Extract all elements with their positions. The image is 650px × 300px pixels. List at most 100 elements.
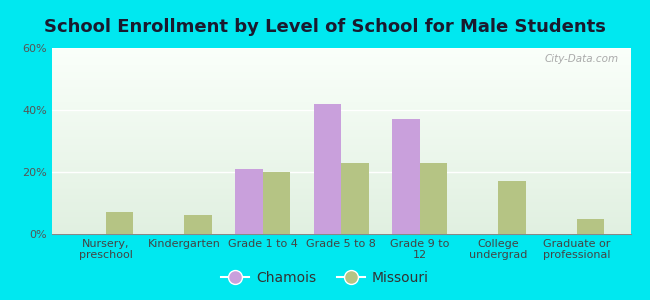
Bar <box>52 158 630 160</box>
Bar <box>52 80 630 82</box>
Bar <box>52 59 630 61</box>
Bar <box>52 188 630 189</box>
Bar <box>52 145 630 147</box>
Text: School Enrollment by Level of School for Male Students: School Enrollment by Level of School for… <box>44 18 606 36</box>
Bar <box>52 119 630 121</box>
Bar <box>52 130 630 132</box>
Bar <box>52 152 630 154</box>
Bar <box>52 191 630 193</box>
Bar <box>52 208 630 210</box>
Bar <box>420 163 447 234</box>
Bar <box>314 104 341 234</box>
Bar <box>52 111 630 113</box>
Bar <box>52 56 630 57</box>
Bar <box>52 126 630 128</box>
Bar <box>52 100 630 102</box>
Legend: Chamois, Missouri: Chamois, Missouri <box>216 265 434 290</box>
Bar <box>52 85 630 87</box>
Bar <box>52 189 630 191</box>
Bar <box>52 197 630 199</box>
Bar <box>52 171 630 172</box>
Bar <box>52 163 630 165</box>
Bar <box>52 169 630 171</box>
Bar <box>392 119 420 234</box>
Bar <box>52 70 630 72</box>
Bar <box>52 124 630 126</box>
Bar <box>52 74 630 76</box>
Bar <box>52 48 630 50</box>
Bar <box>52 226 630 228</box>
Bar <box>52 193 630 195</box>
Bar <box>52 180 630 182</box>
Bar <box>341 163 369 234</box>
Bar <box>52 186 630 188</box>
Bar <box>52 128 630 130</box>
Bar <box>52 200 630 202</box>
Bar <box>52 50 630 52</box>
Bar <box>52 176 630 178</box>
Bar <box>52 113 630 115</box>
Bar <box>52 214 630 215</box>
Bar <box>52 82 630 83</box>
Bar <box>52 143 630 145</box>
Bar <box>52 167 630 169</box>
Bar <box>52 68 630 70</box>
Bar <box>52 223 630 225</box>
Bar <box>52 172 630 175</box>
Bar <box>52 94 630 96</box>
Bar <box>52 202 630 204</box>
Bar <box>52 206 630 208</box>
Bar <box>52 154 630 156</box>
Bar <box>52 106 630 107</box>
Bar <box>52 141 630 143</box>
Bar <box>52 182 630 184</box>
Bar <box>235 169 263 234</box>
Bar <box>184 215 212 234</box>
Bar <box>52 219 630 221</box>
Bar <box>52 184 630 186</box>
Bar <box>52 147 630 148</box>
Bar <box>52 156 630 158</box>
Bar <box>52 135 630 137</box>
Bar <box>52 93 630 94</box>
Bar <box>52 107 630 110</box>
Bar <box>52 117 630 119</box>
Bar <box>52 134 630 135</box>
Bar <box>52 199 630 200</box>
Bar <box>52 57 630 59</box>
Bar <box>52 228 630 230</box>
Bar <box>577 218 604 234</box>
Bar <box>52 232 630 234</box>
Bar <box>52 161 630 163</box>
Bar <box>52 215 630 217</box>
Bar <box>52 195 630 197</box>
Bar <box>263 172 291 234</box>
Bar <box>52 148 630 150</box>
Bar <box>52 67 630 68</box>
Bar <box>52 110 630 111</box>
Bar <box>52 91 630 93</box>
Bar <box>52 137 630 139</box>
Bar <box>52 150 630 152</box>
Bar <box>52 89 630 91</box>
Bar <box>52 76 630 78</box>
Bar <box>52 121 630 122</box>
Bar <box>52 65 630 67</box>
Bar <box>52 61 630 63</box>
Bar <box>52 52 630 54</box>
Bar <box>52 165 630 167</box>
Bar <box>52 175 630 176</box>
Bar <box>52 139 630 141</box>
Bar <box>52 78 630 80</box>
Bar <box>52 98 630 100</box>
Bar <box>52 72 630 74</box>
Bar <box>52 221 630 223</box>
Bar <box>52 230 630 232</box>
Bar <box>52 178 630 180</box>
Bar <box>52 63 630 65</box>
Bar <box>52 132 630 134</box>
Bar <box>52 210 630 212</box>
Bar <box>106 212 133 234</box>
Bar <box>52 122 630 124</box>
Bar <box>52 87 630 89</box>
